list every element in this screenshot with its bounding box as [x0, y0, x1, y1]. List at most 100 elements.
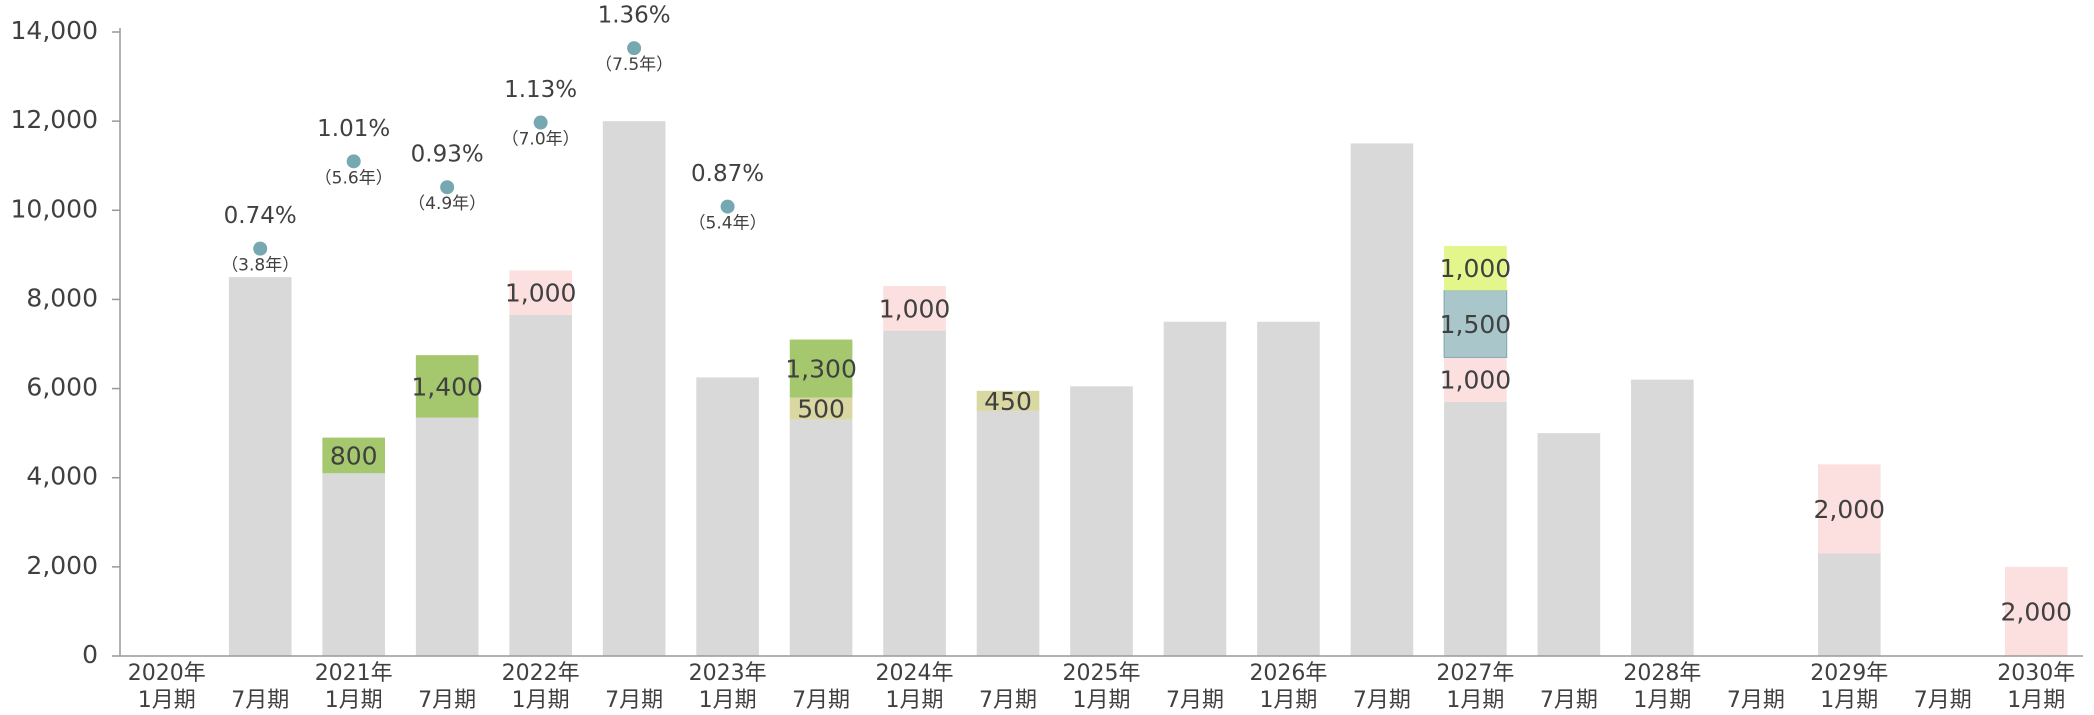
bar-segment	[322, 473, 386, 656]
x-tick-label: 2024年	[876, 661, 954, 686]
bar-segment	[228, 277, 292, 656]
bar-segment	[1444, 357, 1507, 402]
data-label: 450	[984, 387, 1032, 416]
bar-segment	[696, 377, 759, 656]
x-tick-label: 1月期	[886, 688, 944, 713]
point-annotation: （5.4年）	[689, 214, 767, 234]
point	[533, 115, 548, 130]
y-tick-label: 8,000	[26, 283, 98, 312]
point-annotation: （7.5年）	[595, 55, 673, 75]
data-label: 1,000	[1440, 254, 1512, 283]
bar-segment	[883, 286, 946, 331]
y-tick-label: 6,000	[26, 373, 98, 402]
data-label: 1,500	[1440, 310, 1512, 339]
x-tick-label: 1月期	[1259, 688, 1317, 713]
bar-segment	[1817, 464, 1881, 554]
point	[627, 41, 642, 56]
bar-segment	[1163, 321, 1227, 656]
point-annotation: （7.0年）	[502, 130, 580, 150]
bar-segment	[415, 355, 479, 418]
x-tick-label: 1月期	[699, 688, 757, 713]
bar-segment	[1817, 553, 1881, 656]
bar-segment	[976, 410, 1040, 656]
bar-segment	[883, 330, 946, 656]
bar-segment	[976, 390, 1040, 411]
x-tick-label: 1月期	[1446, 688, 1504, 713]
x-tick-label: 7月期	[1914, 688, 1972, 713]
x-tick-label: 7月期	[1353, 688, 1411, 713]
data-label: 1,000	[505, 279, 577, 308]
bar-segment	[1257, 321, 1320, 656]
data-label: 500	[797, 395, 845, 424]
x-tick-label: 1月期	[1633, 688, 1691, 713]
data-label: 2,000	[1814, 495, 1886, 524]
data-label: 1,300	[785, 355, 857, 384]
point-label: 0.74%	[224, 203, 297, 229]
bar-segment	[1443, 290, 1508, 358]
bar-segment	[1631, 379, 1694, 656]
data-label: 2,000	[2000, 597, 2072, 626]
bar-segment	[1070, 386, 1133, 656]
x-tick-label: 7月期	[605, 688, 663, 713]
x-tick-label: 2023年	[689, 661, 767, 686]
x-tick-label: 2022年	[502, 661, 580, 686]
x-tick-label: 7月期	[792, 688, 850, 713]
point-annotation: （4.9年）	[408, 194, 486, 214]
bar-segment	[415, 417, 479, 656]
point-label: 1.13%	[504, 77, 577, 103]
point-annotation: （5.6年）	[315, 168, 393, 188]
bar-segment	[1350, 143, 1414, 656]
x-tick-label: 2030年	[1997, 661, 2075, 686]
point	[440, 180, 455, 195]
x-tick-label: 1月期	[1820, 688, 1878, 713]
x-tick-label: 2028年	[1623, 661, 1701, 686]
x-tick-label: 2027年	[1436, 661, 1514, 686]
point-label: 1.01%	[317, 116, 390, 142]
bar-segment	[322, 437, 386, 474]
x-tick-label: 7月期	[231, 688, 289, 713]
data-label: 800	[330, 441, 378, 470]
y-tick-label: 4,000	[26, 462, 98, 491]
x-tick-label: 2020年	[128, 661, 206, 686]
x-tick-label: 1月期	[2007, 688, 2065, 713]
point-label: 0.87%	[691, 161, 764, 187]
y-tick-label: 2,000	[26, 551, 98, 580]
x-tick-label: 1月期	[512, 688, 570, 713]
bar-segment	[602, 121, 666, 656]
point-label: 1.36%	[598, 3, 671, 29]
data-label: 1,400	[411, 372, 483, 401]
bar-segment	[789, 419, 853, 656]
bar-segment	[789, 397, 853, 420]
bar-segment	[509, 315, 572, 656]
x-tick-label: 1月期	[138, 688, 196, 713]
x-tick-label: 1月期	[325, 688, 383, 713]
x-tick-label: 2026年	[1249, 661, 1327, 686]
bar-segment	[1537, 433, 1601, 656]
bar-segment	[509, 270, 572, 316]
bar-segment	[2004, 566, 2068, 656]
point-annotation: （3.8年）	[221, 256, 299, 276]
x-tick-label: 2021年	[315, 661, 393, 686]
bar-segment	[1444, 401, 1507, 656]
x-tick-label: 2025年	[1063, 661, 1141, 686]
x-tick-label: 7月期	[1727, 688, 1785, 713]
bar-segment	[789, 339, 853, 398]
y-tick-label: 14,000	[11, 16, 98, 45]
x-tick-label: 7月期	[979, 688, 1037, 713]
y-tick-label: 0	[82, 640, 98, 669]
point	[720, 199, 735, 214]
point-label: 0.93%	[411, 142, 484, 168]
y-tick-label: 10,000	[11, 194, 98, 223]
y-tick-label: 12,000	[11, 105, 98, 134]
x-tick-label: 7月期	[418, 688, 476, 713]
x-tick-label: 7月期	[1166, 688, 1224, 713]
data-label: 1,000	[1440, 366, 1512, 395]
point	[346, 154, 361, 169]
point	[253, 241, 268, 256]
bar-segment	[1444, 245, 1507, 291]
data-label: 1,000	[879, 294, 951, 323]
x-tick-label: 2029年	[1810, 661, 1888, 686]
x-tick-label: 1月期	[1073, 688, 1131, 713]
x-tick-label: 7月期	[1540, 688, 1598, 713]
